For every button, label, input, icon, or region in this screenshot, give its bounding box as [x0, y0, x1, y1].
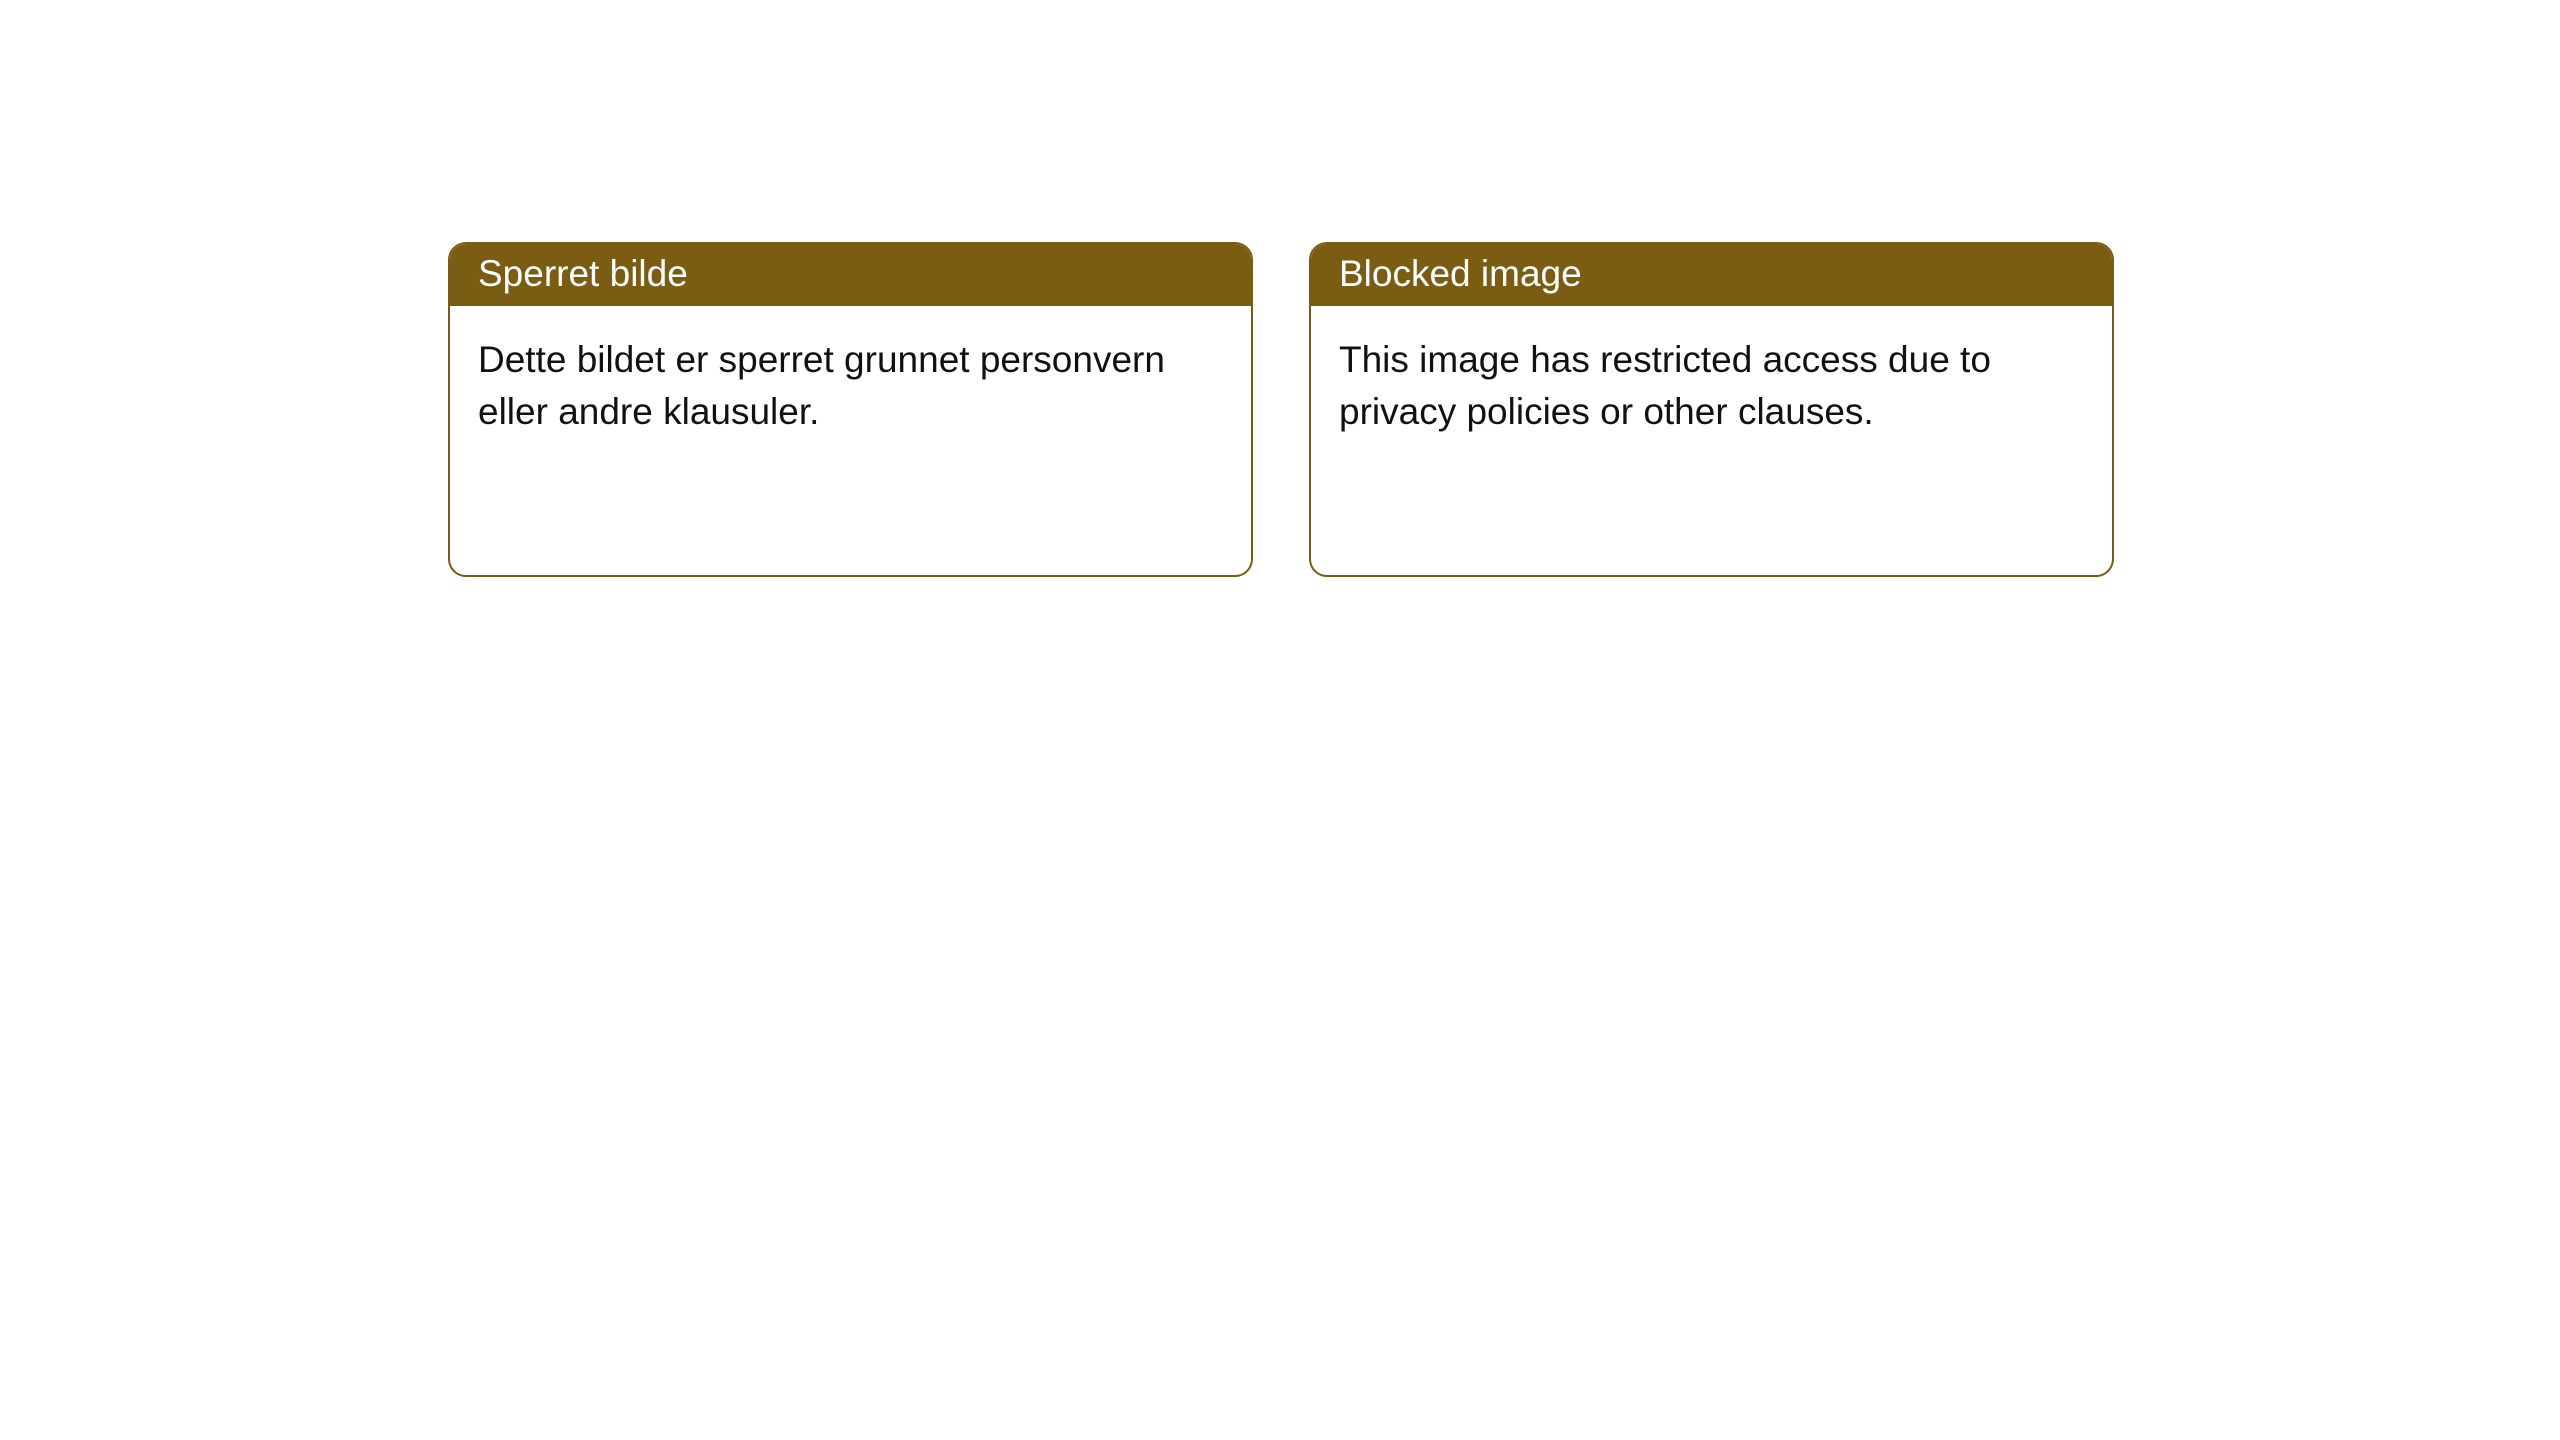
notice-card-norwegian: Sperret bilde Dette bildet er sperret gr… — [448, 242, 1253, 577]
notice-body: Dette bildet er sperret grunnet personve… — [450, 306, 1251, 466]
notice-title: Sperret bilde — [450, 244, 1251, 306]
notice-body: This image has restricted access due to … — [1311, 306, 2112, 466]
notice-card-english: Blocked image This image has restricted … — [1309, 242, 2114, 577]
notice-title: Blocked image — [1311, 244, 2112, 306]
notice-container: Sperret bilde Dette bildet er sperret gr… — [0, 0, 2560, 577]
